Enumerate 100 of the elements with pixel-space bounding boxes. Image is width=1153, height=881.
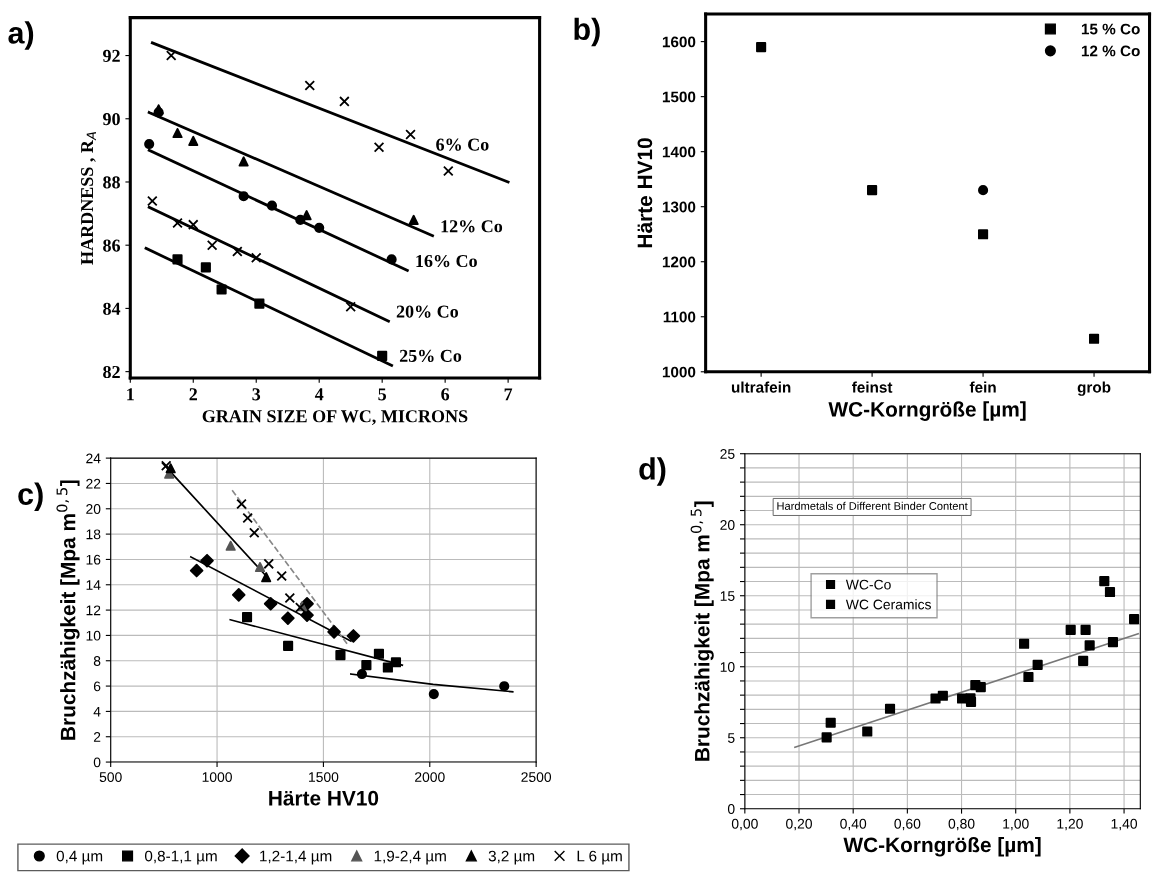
x-tick-label: 0,00 bbox=[731, 818, 758, 831]
point bbox=[250, 252, 262, 264]
point bbox=[225, 540, 236, 551]
point bbox=[281, 611, 295, 625]
series-label: 12% Co bbox=[441, 220, 503, 233]
y-tick-label: 20 bbox=[86, 504, 101, 514]
legend-label: 0,8-1,1 µm bbox=[144, 850, 217, 865]
x-tick-label: 500 bbox=[99, 772, 122, 782]
y-tick-label: 86 bbox=[103, 239, 121, 252]
y-tick-label: 10 bbox=[86, 630, 101, 641]
y-tick-label: 25 bbox=[720, 449, 735, 459]
y-tick-label: 1000 bbox=[662, 366, 696, 378]
x-tick-label: 0,40 bbox=[840, 818, 867, 831]
point bbox=[144, 138, 155, 150]
series-label: 25% Co bbox=[399, 349, 462, 362]
series-label: 6% Co bbox=[436, 138, 489, 151]
y-tick-label: 84 bbox=[103, 302, 121, 315]
y-tick-label: 1600 bbox=[662, 36, 696, 48]
y-tick-label: 90 bbox=[103, 113, 120, 126]
legend-label: WC Ceramics bbox=[845, 599, 931, 610]
x-tick-label: 5 bbox=[378, 388, 387, 401]
x-tick-label: feinst bbox=[851, 381, 893, 393]
y-tick-label: 0 bbox=[727, 804, 735, 814]
point bbox=[172, 254, 183, 265]
x-axis-title: Härte HV10 bbox=[269, 790, 379, 806]
y-axis-title: Härte HV10 bbox=[637, 138, 653, 248]
legend-label: 15 % Co bbox=[1081, 23, 1140, 35]
x-tick-label: 4 bbox=[314, 388, 324, 401]
point bbox=[241, 611, 253, 623]
x-tick-label: 6 bbox=[441, 388, 450, 401]
point bbox=[756, 42, 767, 53]
point bbox=[373, 141, 385, 153]
y-tick-label: 20 bbox=[720, 520, 735, 530]
point bbox=[1032, 659, 1043, 670]
y-tick-label: 24 bbox=[86, 453, 101, 464]
x-axis-title: GRAIN SIZE OF WC, MICRONS bbox=[202, 410, 468, 425]
point bbox=[248, 527, 260, 539]
point bbox=[283, 640, 294, 652]
point bbox=[172, 217, 183, 229]
y-tick-label: 82 bbox=[103, 365, 120, 379]
point bbox=[825, 717, 836, 728]
point bbox=[254, 561, 266, 573]
legend-label: 0,4 µm bbox=[56, 850, 103, 865]
point bbox=[327, 625, 341, 639]
x-tick-label: 0,80 bbox=[948, 818, 975, 831]
point bbox=[165, 50, 177, 61]
point bbox=[1099, 576, 1110, 587]
point bbox=[1078, 655, 1089, 666]
series-label: 20% Co bbox=[396, 305, 459, 318]
point bbox=[160, 460, 172, 472]
point bbox=[978, 185, 989, 196]
point bbox=[346, 629, 361, 643]
point bbox=[300, 608, 314, 622]
point bbox=[1107, 637, 1119, 648]
legend-label: 1,9-2,4 µm bbox=[374, 850, 446, 865]
point bbox=[408, 214, 419, 225]
y-tick-label: 8 bbox=[93, 656, 101, 666]
point bbox=[254, 298, 265, 309]
text: d) bbox=[639, 457, 666, 486]
point bbox=[1023, 671, 1034, 683]
point bbox=[295, 214, 306, 225]
point bbox=[335, 650, 346, 661]
x-tick-label: ultrafein bbox=[731, 381, 791, 393]
point bbox=[200, 553, 214, 568]
point bbox=[339, 96, 350, 107]
point bbox=[1084, 640, 1095, 651]
point bbox=[356, 668, 367, 680]
y-tick-label: 1300 bbox=[662, 201, 696, 213]
y-tick-label: 10 bbox=[720, 662, 735, 672]
point bbox=[377, 350, 388, 361]
y-tick-label: 6 bbox=[93, 681, 101, 692]
point bbox=[1019, 638, 1030, 649]
x-tick-label: 1,20 bbox=[1057, 818, 1083, 831]
point bbox=[978, 229, 989, 240]
text: b) bbox=[574, 17, 600, 47]
y-tick-label: 2 bbox=[93, 732, 101, 742]
point bbox=[975, 682, 986, 693]
point bbox=[276, 570, 288, 582]
legend-label: 3,2 µm bbox=[488, 850, 535, 865]
point bbox=[1129, 614, 1140, 625]
point bbox=[263, 596, 278, 611]
y-tick-label: 12 bbox=[86, 605, 101, 616]
point bbox=[216, 284, 227, 295]
point bbox=[242, 512, 253, 524]
x-tick-label: 7 bbox=[504, 388, 513, 401]
point bbox=[206, 239, 218, 251]
point bbox=[345, 301, 356, 313]
x-tick-label: 2000 bbox=[415, 772, 445, 782]
x-tick-label: 1,00 bbox=[1003, 818, 1029, 831]
y-tick-label: 18 bbox=[86, 529, 101, 540]
point bbox=[1065, 624, 1076, 635]
point bbox=[405, 129, 416, 140]
text: c) bbox=[18, 482, 43, 511]
y-tick-label: 5 bbox=[727, 733, 735, 743]
y-tick-label: 16 bbox=[86, 554, 101, 565]
y-tick-label: 92 bbox=[103, 49, 120, 62]
y-tick-label: 14 bbox=[86, 580, 101, 590]
point bbox=[187, 219, 199, 230]
point bbox=[232, 246, 243, 257]
x-tick-label: 2 bbox=[189, 388, 197, 401]
